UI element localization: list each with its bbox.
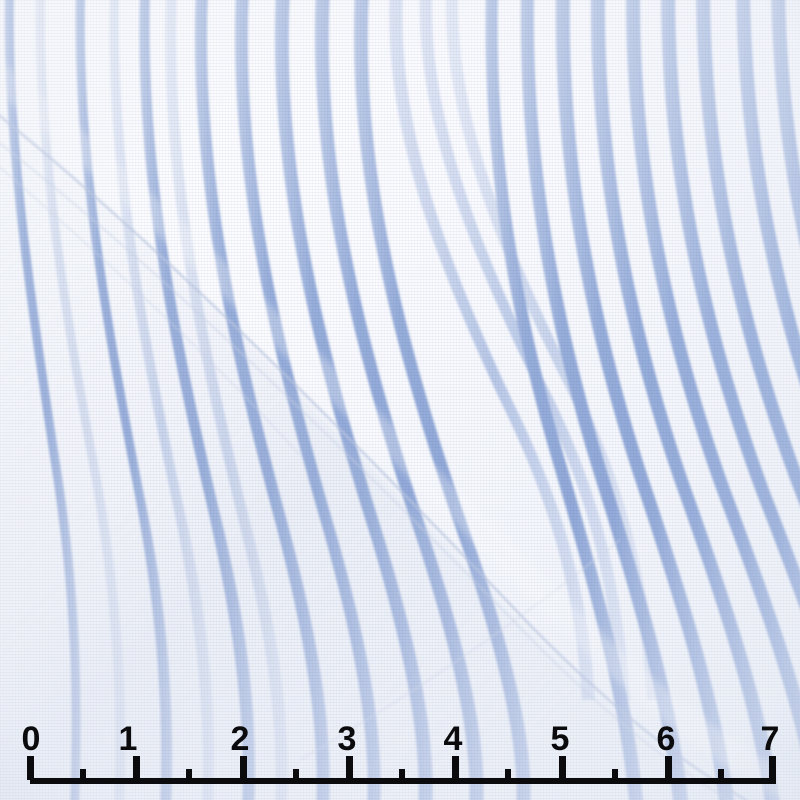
ruler-label-3: 3 (338, 720, 357, 758)
ruler-minor-ticks (80, 769, 724, 780)
ruler-label-2: 2 (231, 720, 250, 758)
ruler-label-0: 0 (22, 720, 41, 758)
ruler-baseline (30, 778, 776, 784)
measurement-ruler: 0 1 2 3 4 5 6 7 (0, 700, 800, 800)
ruler-label-1: 1 (119, 720, 138, 758)
ruler-label-5: 5 (551, 720, 570, 758)
ruler-label-6: 6 (657, 720, 676, 758)
ruler-major-ticks (27, 756, 776, 780)
ruler-label-7: 7 (761, 720, 780, 758)
ruler-labels: 0 1 2 3 4 5 6 7 (22, 720, 780, 758)
ruler-label-4: 4 (444, 720, 463, 758)
crease-group (0, 59, 800, 800)
